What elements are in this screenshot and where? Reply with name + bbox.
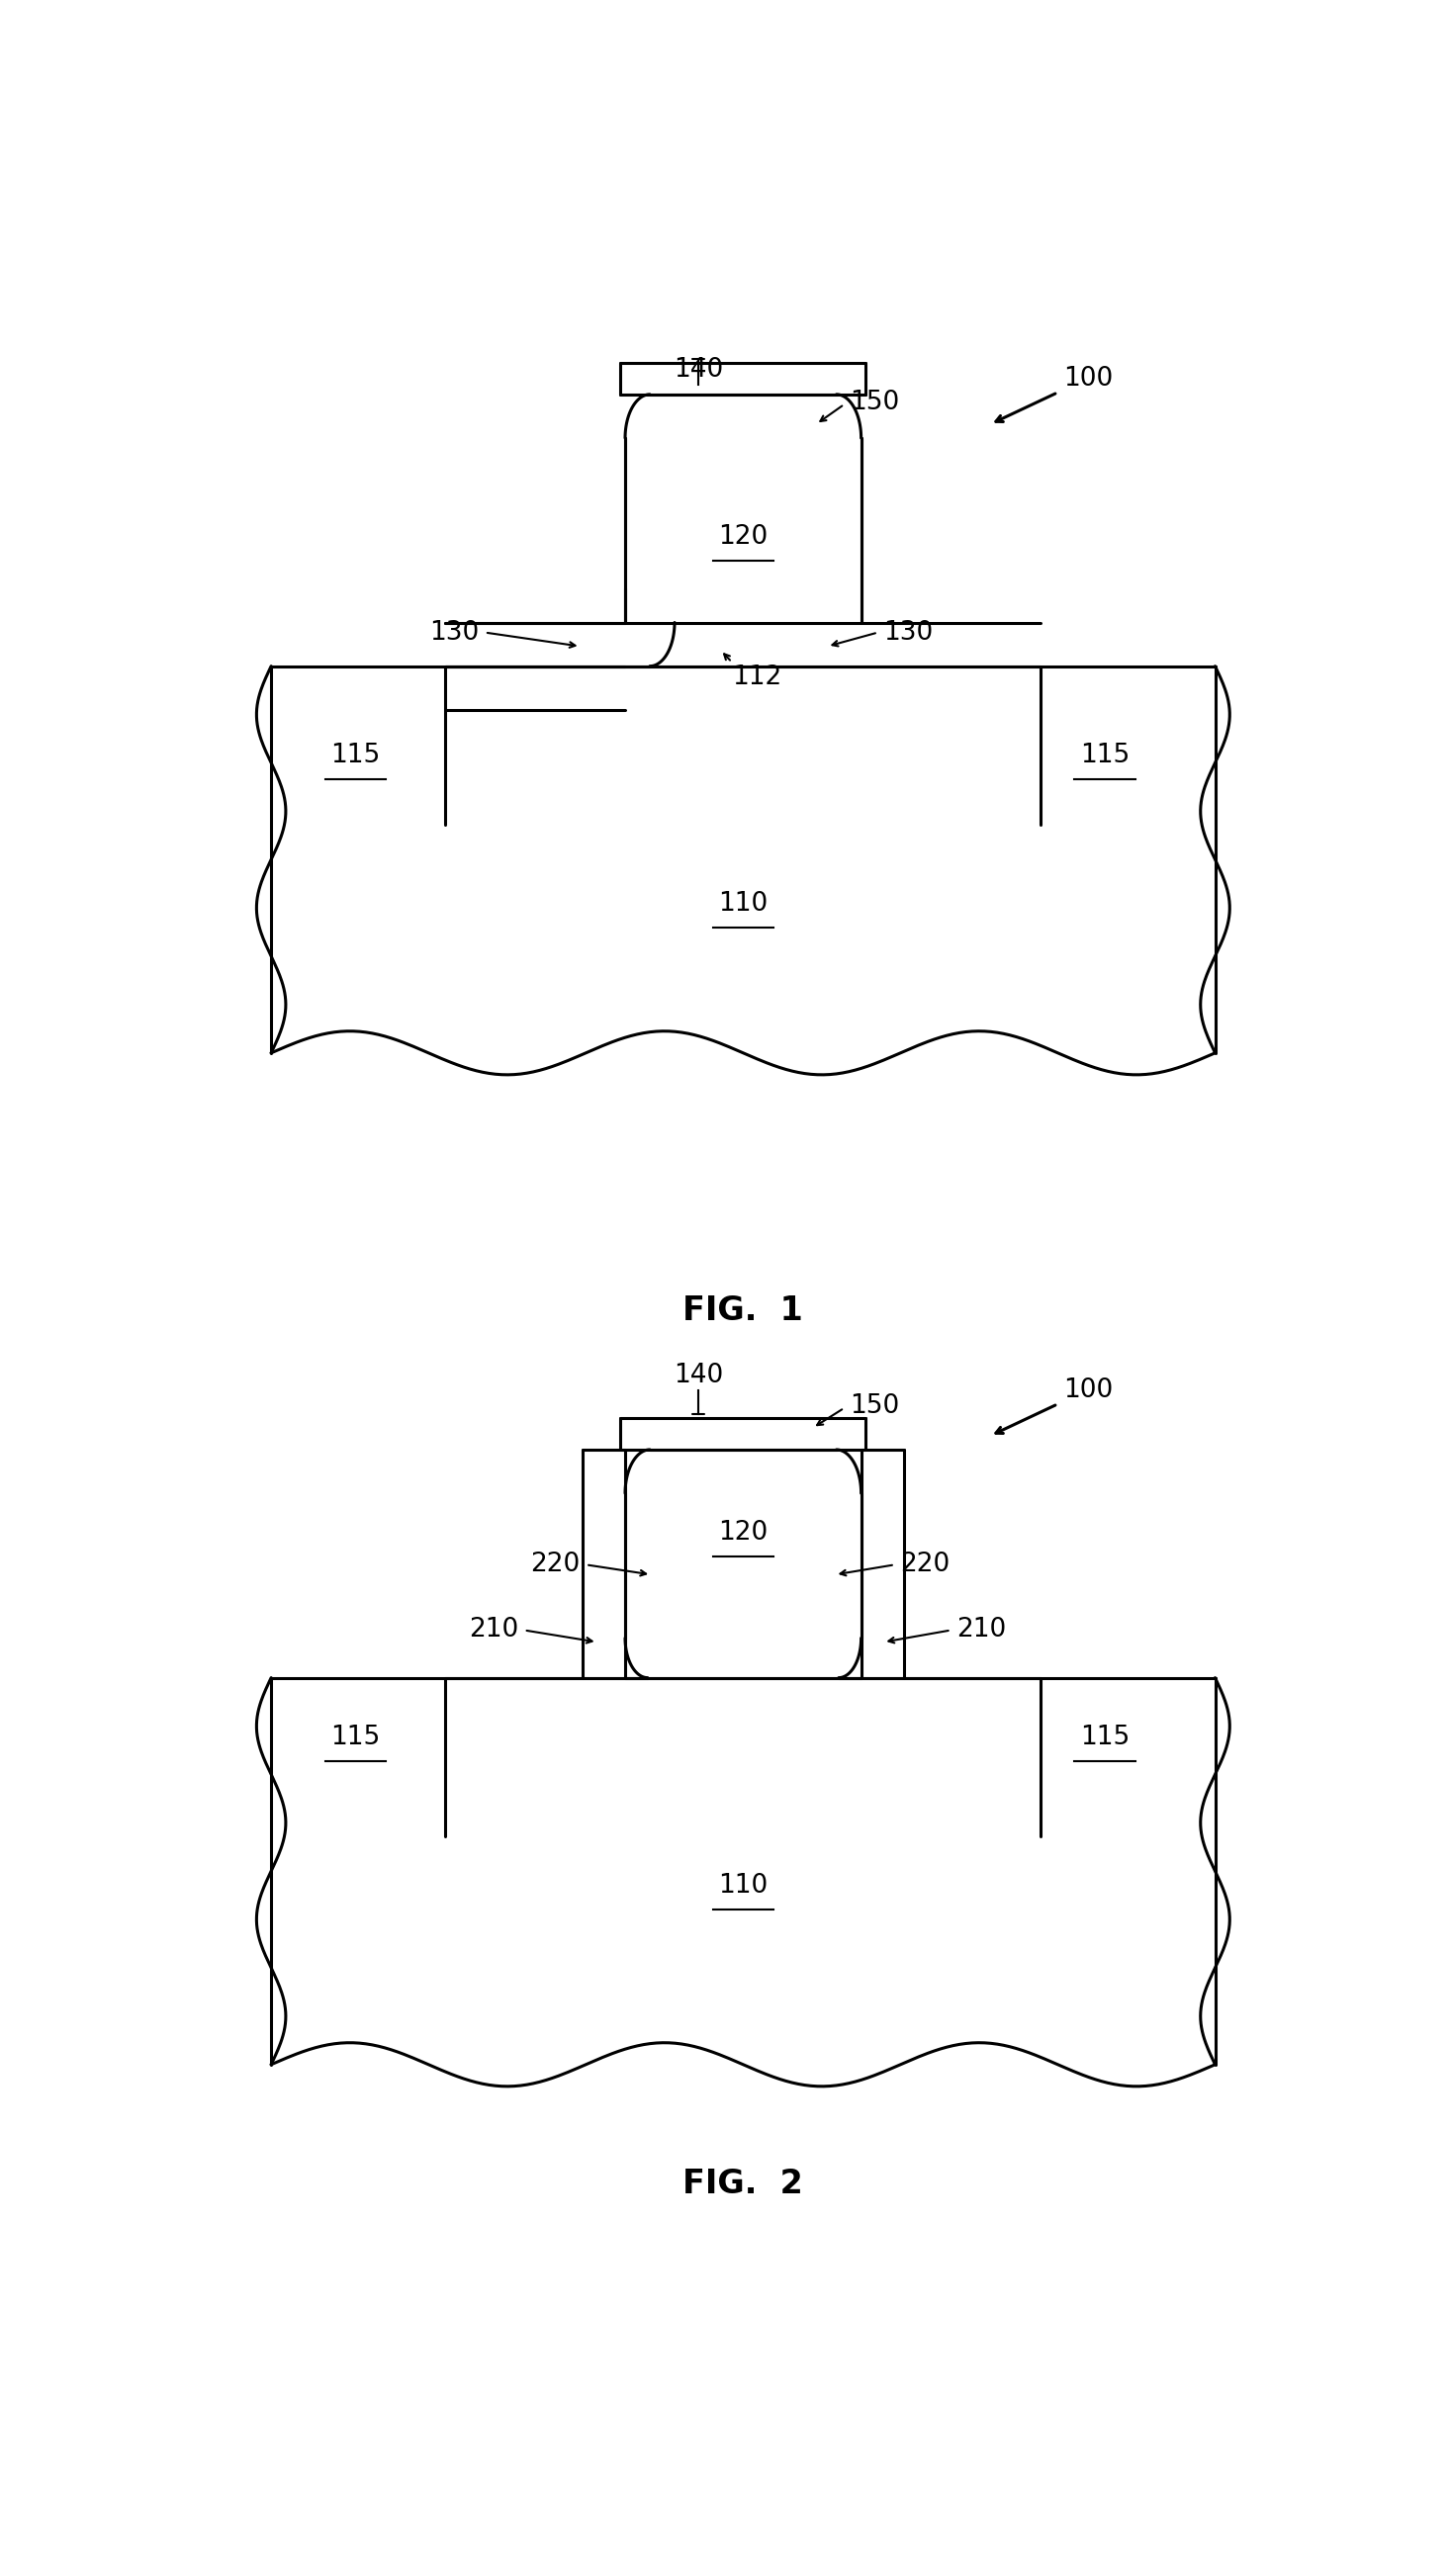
Text: FIG.  2: FIG. 2 — [683, 2166, 803, 2200]
Text: 100: 100 — [1063, 1378, 1114, 1404]
Text: 140: 140 — [673, 1363, 724, 1388]
Text: 150: 150 — [850, 1394, 899, 1419]
Text: FIG.  1: FIG. 1 — [683, 1296, 803, 1327]
Text: 120: 120 — [718, 1520, 768, 1546]
Text: 115: 115 — [331, 742, 380, 768]
Text: 115: 115 — [1080, 742, 1130, 768]
Text: 150: 150 — [850, 389, 899, 415]
Text: 210: 210 — [957, 1618, 1006, 1643]
Text: 115: 115 — [1080, 1723, 1130, 1749]
Text: 110: 110 — [718, 891, 768, 917]
Text: 110: 110 — [718, 1873, 768, 1899]
Text: 140: 140 — [673, 358, 724, 381]
Text: 210: 210 — [468, 1618, 519, 1643]
Text: 120: 120 — [718, 526, 768, 551]
Text: 100: 100 — [1063, 366, 1114, 392]
Text: 115: 115 — [331, 1723, 380, 1749]
Text: 220: 220 — [531, 1551, 580, 1577]
Text: 130: 130 — [429, 621, 479, 647]
Text: 130: 130 — [883, 621, 934, 647]
Text: 112: 112 — [732, 665, 782, 690]
Text: 220: 220 — [900, 1551, 950, 1577]
